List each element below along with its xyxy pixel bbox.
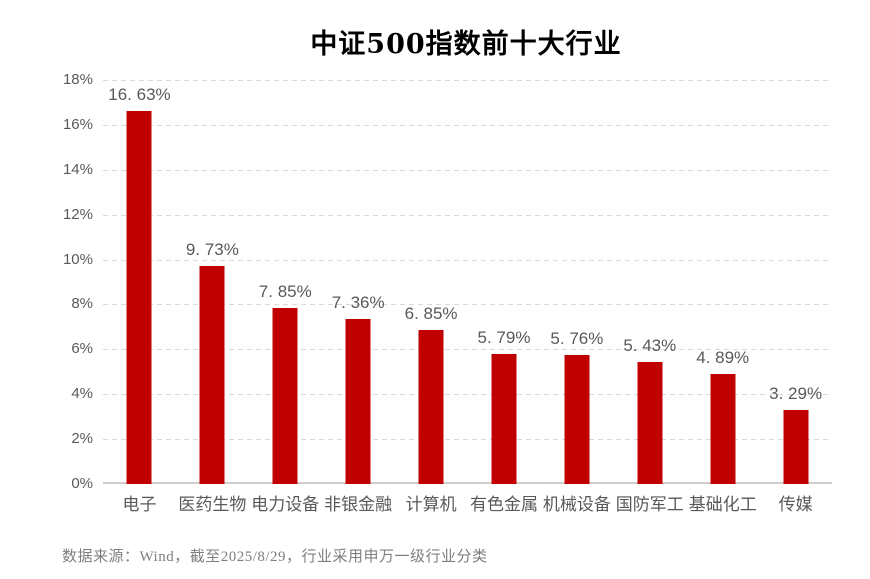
gridline xyxy=(103,304,832,306)
gridline xyxy=(103,439,832,441)
x-axis-label: 传媒 xyxy=(778,495,813,514)
source-note: 数据来源：Wind，截至2025/8/29，行业采用申万一级行业分类 xyxy=(62,549,488,565)
bar-value-label: 3. 29% xyxy=(769,384,823,404)
x-axis-label: 电子 xyxy=(122,495,157,514)
bars: 16. 63% 9. 73% 7. 85% 7. 36% 6. 85% 5. 79% 5. … xyxy=(103,80,832,484)
bar-slot: 16. 63% xyxy=(103,80,176,484)
gridline xyxy=(103,124,832,126)
bar-slot: 5. 79% xyxy=(468,80,541,484)
x-axis-label: 电力设备 xyxy=(251,495,320,514)
y-axis-tick-label: 2% xyxy=(71,430,93,448)
bar xyxy=(126,110,152,484)
bar-slot: 7. 36% xyxy=(322,80,395,484)
x-axis-label: 医药生物 xyxy=(178,495,247,514)
bar-slot: 4. 89% xyxy=(686,80,759,484)
x-axis-label: 非银金融 xyxy=(324,495,393,514)
bar xyxy=(199,265,225,484)
y-axis-tick-label: 18% xyxy=(62,71,93,88)
bar xyxy=(418,330,444,484)
bar-slot: 7. 85% xyxy=(249,80,322,484)
y-axis-tick-label: 0% xyxy=(71,475,93,492)
bar xyxy=(272,307,298,484)
gridline xyxy=(103,259,832,261)
bar-value-label: 9. 73% xyxy=(185,239,239,259)
gridline xyxy=(103,169,832,171)
bar-value-label: 5. 79% xyxy=(477,328,531,348)
bar xyxy=(710,374,736,484)
x-axis-label: 有色金属 xyxy=(469,495,538,514)
chart-title: 中证500指数前十大行业 xyxy=(310,29,622,60)
y-axis-tick-label: 12% xyxy=(62,205,93,223)
bar-value-label: 7. 85% xyxy=(258,281,312,301)
gridline xyxy=(103,80,832,81)
y-axis-tick-label: 14% xyxy=(62,160,93,178)
bar xyxy=(491,354,517,484)
bar xyxy=(783,410,809,484)
y-axis-tick-label: 10% xyxy=(62,250,93,268)
y-axis-tick-label: 16% xyxy=(62,115,93,133)
y-axis-tick-label: 8% xyxy=(71,295,93,313)
gridline xyxy=(103,214,832,216)
y-axis-tick-label: 4% xyxy=(71,385,93,403)
bar xyxy=(345,318,371,484)
bar-slot: 6. 85% xyxy=(395,80,468,484)
bar-slot: 5. 43% xyxy=(613,80,686,484)
bar-slot: 5. 76% xyxy=(540,80,613,484)
bar xyxy=(637,362,663,484)
bar-value-label: 4. 89% xyxy=(696,348,750,368)
x-axis-line xyxy=(103,482,832,484)
bar-value-label: 6. 85% xyxy=(404,304,458,324)
bar-slot: 9. 73% xyxy=(176,80,249,484)
plot-area: 16. 63% 9. 73% 7. 85% 7. 36% 6. 85% 5. 79% 5. … xyxy=(103,80,832,484)
x-axis-label: 机械设备 xyxy=(542,495,611,514)
bar-value-label: 5. 43% xyxy=(623,336,677,356)
bar-value-label: 5. 76% xyxy=(550,328,604,348)
x-axis-label: 基础化工 xyxy=(688,495,757,514)
bar xyxy=(564,354,590,484)
x-axis-labels: 电子 医药生物 电力设备 非银金融 计算机 有色金属 机械设备 国防军工 基础化工 传媒 xyxy=(103,494,832,516)
gridline xyxy=(103,349,832,351)
x-axis-label: 计算机 xyxy=(405,495,457,514)
gridline xyxy=(103,394,832,396)
x-axis-label: 国防军工 xyxy=(615,495,684,514)
bar-value-label: 16. 63% xyxy=(108,84,171,104)
bar-value-label: 7. 36% xyxy=(331,292,385,312)
y-axis-labels: 0% 2% 4% 6% 8% 10% 12% 14% 16% 18% xyxy=(0,71,93,492)
y-axis-tick-label: 6% xyxy=(71,340,93,358)
bar-slot: 3. 29% xyxy=(759,80,832,484)
